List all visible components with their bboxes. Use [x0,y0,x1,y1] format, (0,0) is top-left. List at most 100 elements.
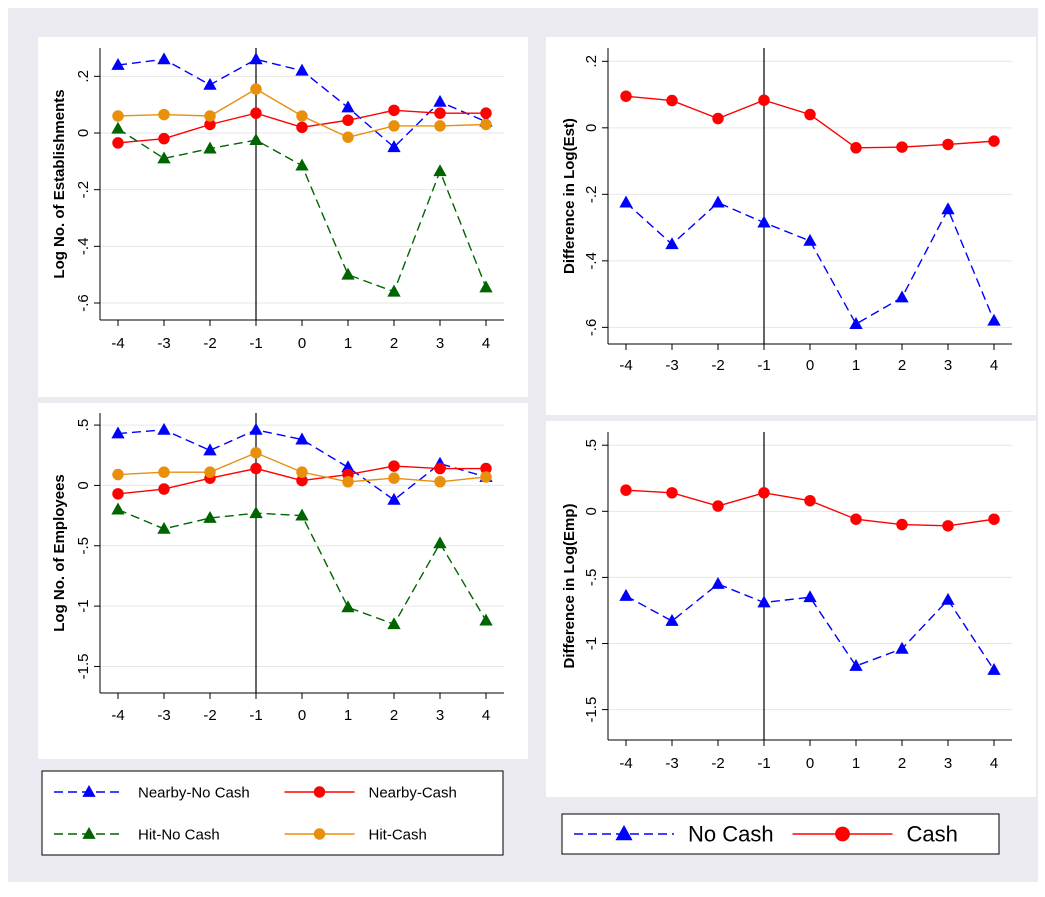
data-point [296,110,308,122]
data-point [480,118,492,131]
data-point [111,121,125,134]
data-point [803,590,817,603]
legend-item: Hit-No Cash [54,826,220,843]
data-point [341,600,355,613]
data-point [295,432,309,445]
x-tick-label: -1 [249,707,262,724]
data-point [666,487,678,499]
x-tick-label: -2 [711,357,724,374]
data-point [895,290,909,303]
series-cash [620,484,1000,532]
legend-label: No Cash [688,822,774,847]
data-point [434,476,446,488]
x-tick-label: 2 [390,707,398,724]
series-line [117,429,487,501]
series-line [625,201,995,326]
x-tick-label: -3 [157,335,170,352]
data-point [342,476,354,488]
x-tick-label: -3 [665,755,678,772]
data-point [250,107,262,119]
data-point [112,488,124,500]
y-tick-label: -.5 [583,569,600,587]
series-hit-cash [112,83,492,143]
data-point [941,202,955,215]
data-point [341,100,355,113]
data-point [665,614,679,626]
data-point [295,508,309,521]
data-point [295,63,309,76]
data-point [942,138,954,151]
legend-key-marker [313,828,326,840]
series-hit-cash [112,447,492,488]
data-point [711,577,725,589]
data-point [112,110,124,122]
x-tick-label: 4 [482,335,490,352]
y-tick-label: -.6 [583,319,600,337]
data-point [433,164,447,177]
y-tick-label: -1.5 [583,697,600,723]
y-tick-label: -1 [75,599,92,612]
legend-item: Nearby-Cash [284,784,457,801]
data-point [433,94,447,107]
series-nearby-cash [112,104,492,149]
y-tick-label: .5 [583,439,600,452]
series-line [625,583,995,671]
data-point [295,158,309,171]
data-point [249,422,263,435]
data-point [988,135,1000,147]
legend-left: Nearby-No Cash Nearby-Cash Hit-No Cash Hit-… [41,770,504,856]
x-tick-label: 1 [344,335,352,352]
y-tick-label: .2 [75,70,92,83]
data-point [896,518,908,531]
data-point [757,595,771,608]
data-point [112,468,124,481]
y-axis-title: Difference in Log(Emp) [561,503,578,668]
data-point [203,141,217,154]
x-tick-label: 2 [898,755,906,772]
y-tick-label: .5 [75,419,92,432]
data-point [895,641,909,654]
x-tick-label: -2 [203,707,216,724]
data-point [434,462,446,475]
chart-panel-3: .5 0 -.5 -1 -1.5 -4 -3 -2 -1 0 1 2 3 4 Log No. of Empl… [38,403,528,759]
data-point [712,112,724,125]
x-tick-label: -3 [157,707,170,724]
data-point [666,94,678,107]
data-point [249,52,263,65]
data-point [434,120,446,132]
data-point [204,118,216,131]
data-point [111,426,125,439]
series-hit-no-cash [111,502,493,630]
y-tick-label: -.4 [583,252,600,270]
data-point [987,313,1001,326]
data-point [157,151,171,164]
data-point [157,521,171,534]
data-point [158,483,170,495]
legend-label: Hit-Cash [369,826,427,843]
x-tick-label: 4 [990,755,998,772]
y-tick-label: -1.5 [75,654,92,680]
legend-item: No Cash [574,822,774,847]
legend-key-marker [615,825,633,841]
y-tick-label: 0 [75,481,92,489]
x-tick-label: -1 [757,755,770,772]
data-point [388,460,400,472]
x-tick-label: -2 [711,755,724,772]
legend-key-marker [313,786,326,798]
data-point [111,58,125,70]
x-tick-label: 1 [852,755,860,772]
series-nearby-no-cash [111,52,493,153]
legend-label: Nearby-Cash [369,784,457,801]
data-point [757,215,771,228]
data-point [249,133,263,145]
x-tick-label: 4 [482,707,490,724]
chart-panel-1: .2 0 -.2 -.4 -.6 -4 -3 -2 -1 0 1 2 3 4 Log No. of Esta… [38,37,528,397]
x-tick-label: -1 [249,335,262,352]
data-point [388,104,400,117]
y-tick-label: 0 [583,124,600,132]
data-point [249,506,263,519]
data-point [712,500,724,512]
data-point [619,195,633,208]
